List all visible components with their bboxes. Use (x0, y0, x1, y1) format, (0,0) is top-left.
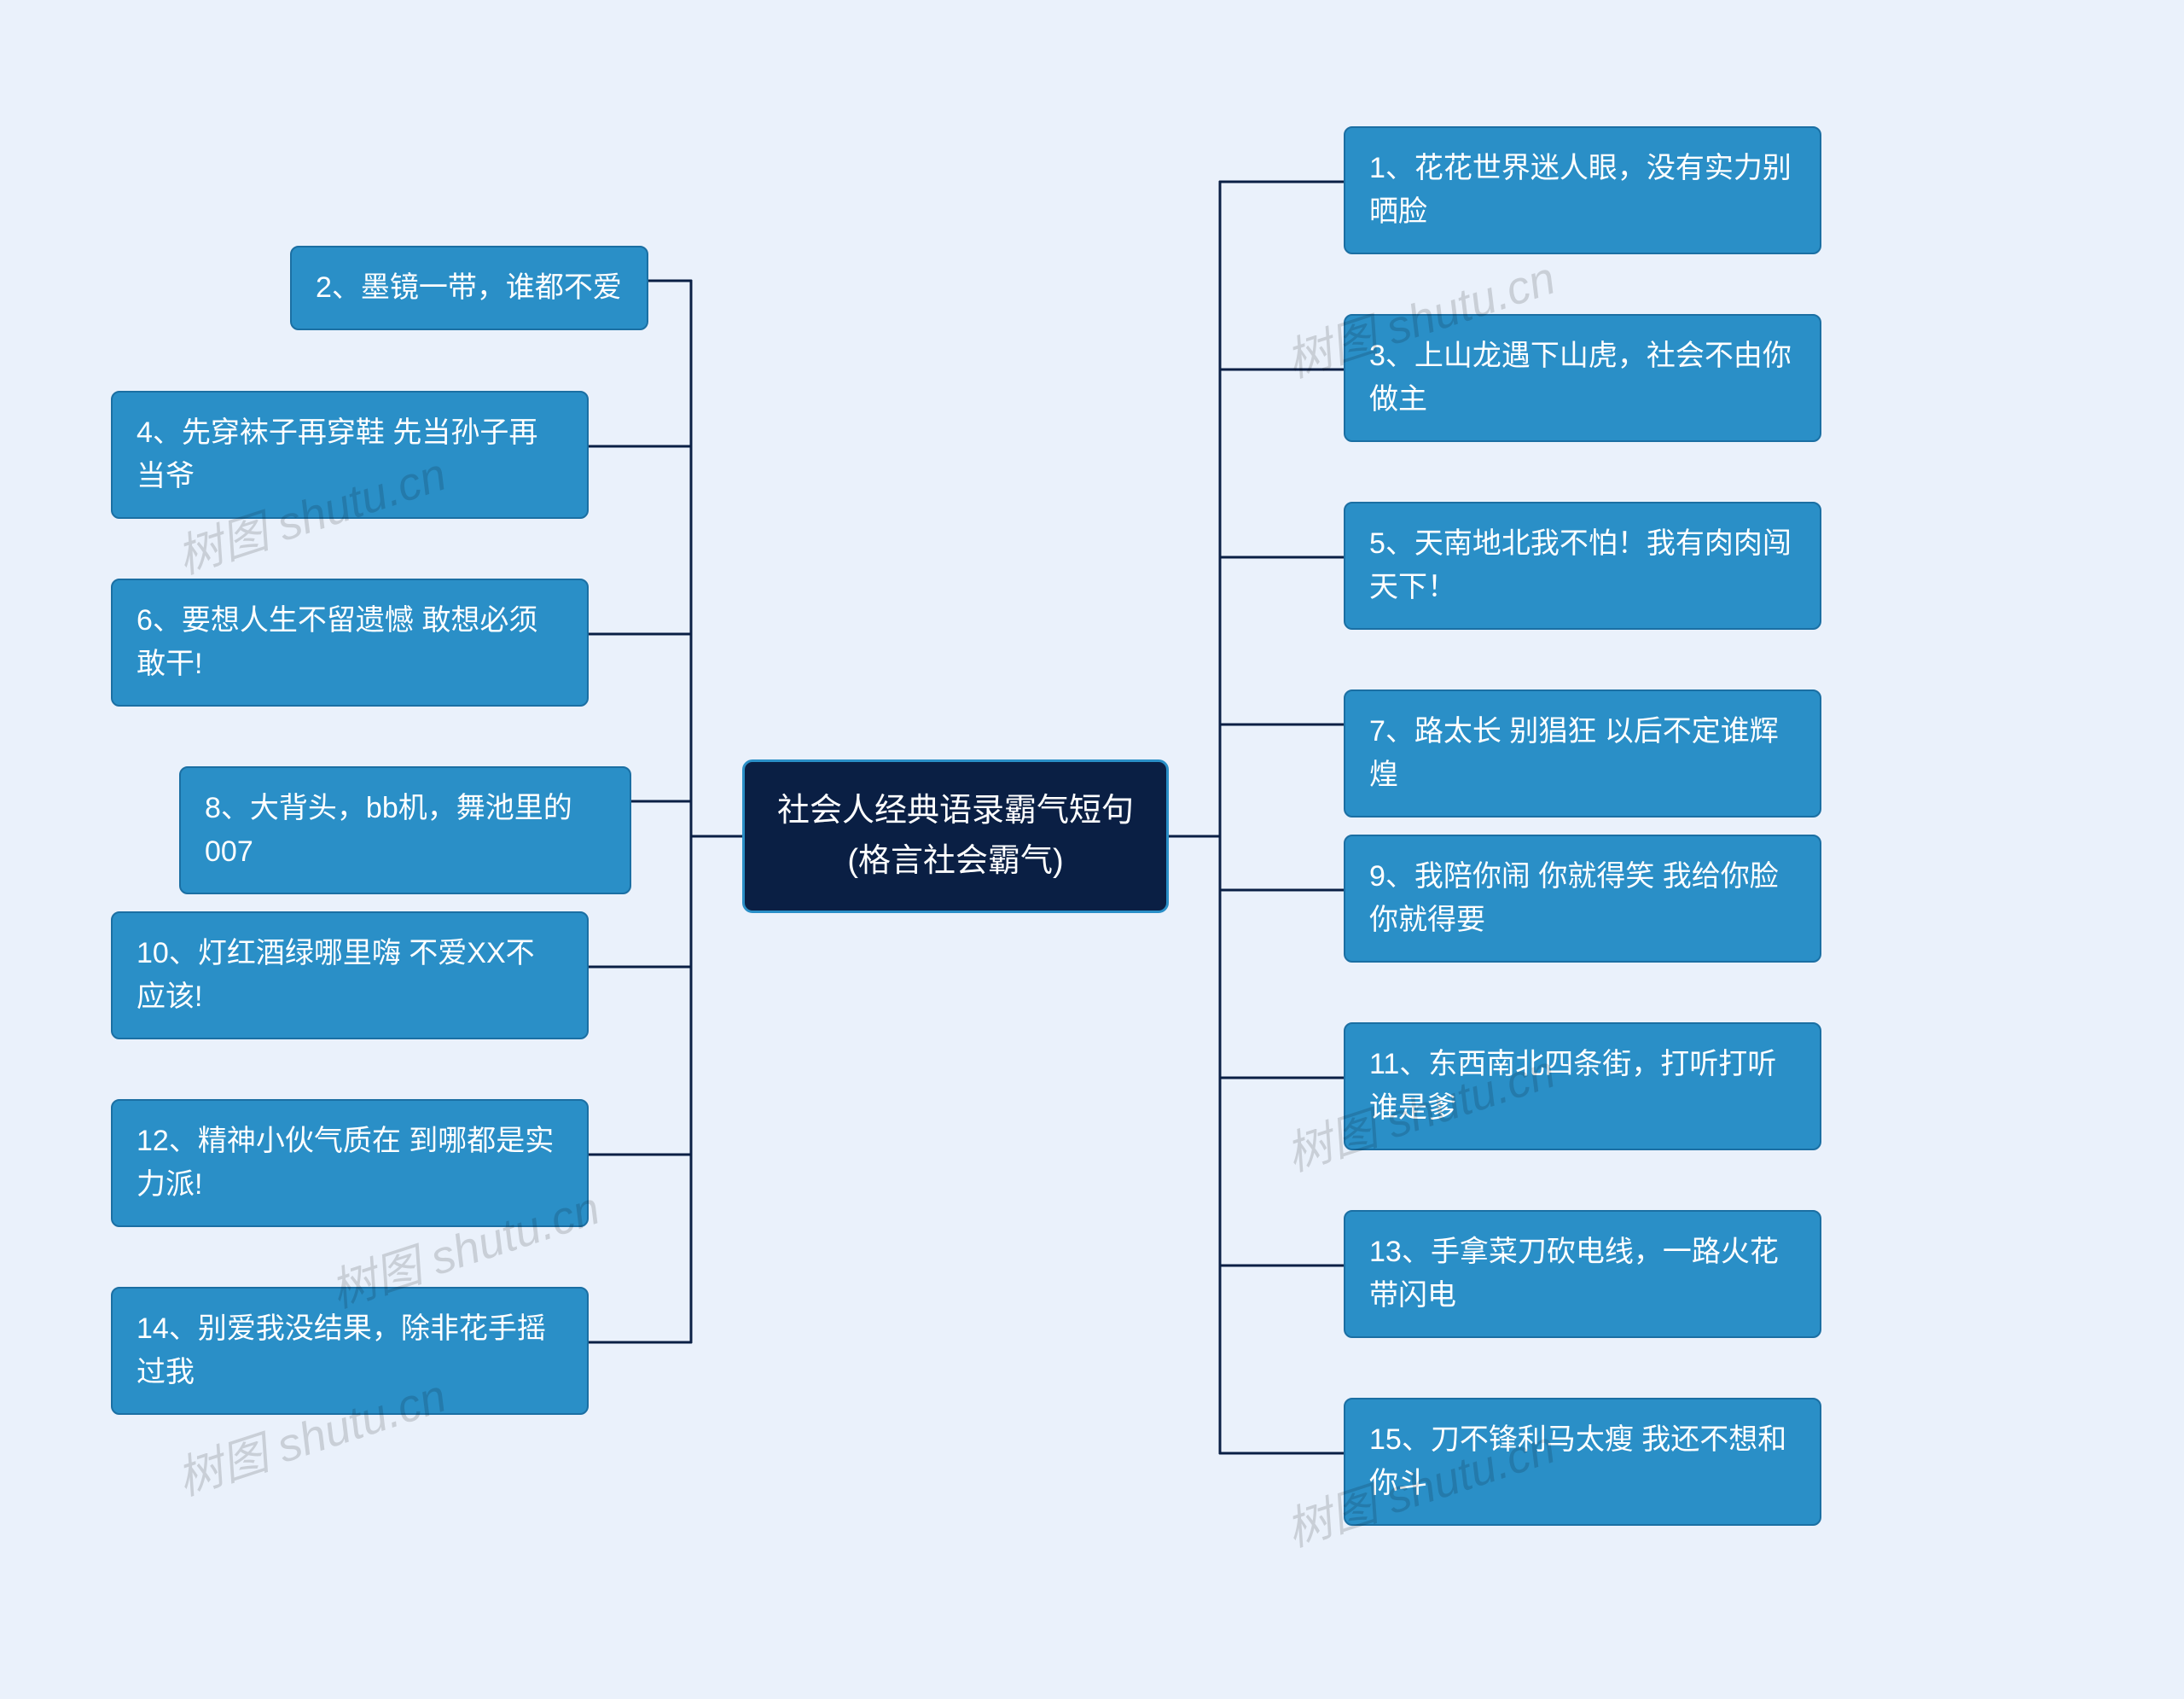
leaf-left-1[interactable]: 4、先穿袜子再穿鞋 先当孙子再当爷 (111, 391, 589, 519)
leaf-left-6[interactable]: 14、别爱我没结果，除非花手摇过我 (111, 1287, 589, 1415)
leaf-left-0[interactable]: 2、墨镜一带，谁都不爱 (290, 246, 648, 330)
leaf-left-4[interactable]: 10、灯红酒绿哪里嗨 不爱XX不应该! (111, 911, 589, 1039)
leaf-right-5[interactable]: 11、东西南北四条街，打听打听谁是爹 (1344, 1022, 1821, 1150)
leaf-left-5[interactable]: 12、精神小伙气质在 到哪都是实力派! (111, 1099, 589, 1227)
leaf-right-1[interactable]: 3、上山龙遇下山虎，社会不由你做主 (1344, 314, 1821, 442)
leaf-right-4[interactable]: 9、我陪你闹 你就得笑 我给你脸 你就得要 (1344, 835, 1821, 963)
leaf-right-3[interactable]: 7、路太长 别猖狂 以后不定谁辉煌 (1344, 689, 1821, 817)
mindmap-canvas: 社会人经典语录霸气短句(格言社会霸气) 2、墨镜一带，谁都不爱 4、先穿袜子再穿鞋… (0, 0, 2184, 1699)
leaf-left-2[interactable]: 6、要想人生不留遗憾 敢想必须敢干! (111, 579, 589, 707)
center-node[interactable]: 社会人经典语录霸气短句(格言社会霸气) (742, 759, 1169, 913)
leaf-right-6[interactable]: 13、手拿菜刀砍电线，一路火花带闪电 (1344, 1210, 1821, 1338)
leaf-left-3[interactable]: 8、大背头，bb机，舞池里的007 (179, 766, 631, 894)
leaf-right-7[interactable]: 15、刀不锋利马太瘦 我还不想和你斗 (1344, 1398, 1821, 1526)
leaf-right-0[interactable]: 1、花花世界迷人眼，没有实力别晒脸 (1344, 126, 1821, 254)
leaf-right-2[interactable]: 5、天南地北我不怕！我有肉肉闯天下！ (1344, 502, 1821, 630)
